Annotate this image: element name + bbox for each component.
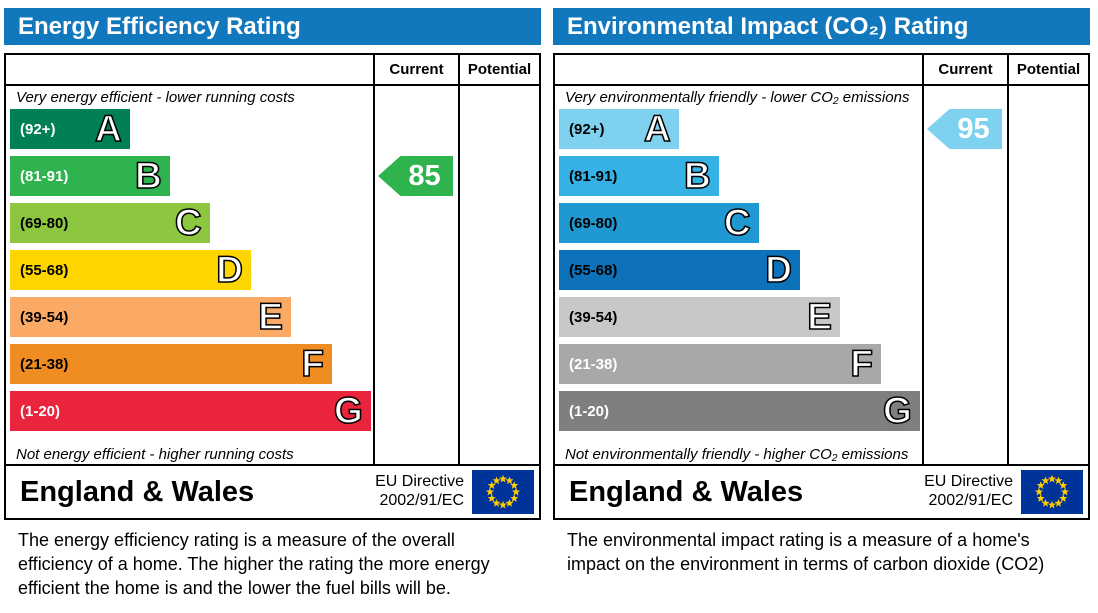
band-range-label: (69-80) bbox=[20, 214, 69, 232]
header-spacer-cell bbox=[555, 55, 922, 84]
table-footer: England & Wales EU Directive 2002/91/EC bbox=[6, 464, 539, 518]
environmental-impact-panel: Environmental Impact (CO₂) Rating Curren… bbox=[553, 8, 1090, 600]
current-column-header: Current bbox=[922, 55, 1007, 84]
band-letter: D bbox=[216, 249, 244, 291]
region-label: England & Wales bbox=[20, 475, 255, 508]
band-letter: A bbox=[643, 108, 671, 150]
band-range-label: (92+) bbox=[569, 120, 605, 138]
band-range-label: (81-91) bbox=[20, 167, 69, 185]
band-range-label: (1-20) bbox=[20, 402, 61, 420]
band-e: (39-54) E bbox=[559, 296, 840, 338]
band-letter: E bbox=[258, 296, 284, 338]
table-header-row: Current Potential bbox=[555, 55, 1088, 86]
energy-efficiency-title: Energy Efficiency Rating bbox=[4, 8, 541, 45]
current-rating-cell: 95 bbox=[922, 86, 1007, 464]
eu-directive-line2: 2002/91/EC bbox=[928, 492, 1013, 509]
band-d: (55-68) D bbox=[10, 249, 252, 291]
band-range-label: (1-20) bbox=[569, 402, 610, 420]
band-letter: G bbox=[333, 390, 363, 432]
band-letter: B bbox=[134, 155, 162, 197]
band-f: (21-38) F bbox=[10, 343, 332, 385]
band-b: (81-91) B bbox=[10, 155, 170, 197]
band-c: (69-80) C bbox=[10, 202, 210, 244]
eu-directive-line2: 2002/91/EC bbox=[379, 492, 464, 509]
eu-directive-label: EU Directive 2002/91/EC bbox=[375, 473, 464, 511]
table-body: Very environmentally friendly - lower CO… bbox=[555, 86, 1088, 464]
band-letter: E bbox=[807, 296, 833, 338]
band-e: (39-54) E bbox=[10, 296, 291, 338]
energy-efficiency-table: Current Potential Very energy efficient … bbox=[4, 53, 541, 520]
table-header-row: Current Potential bbox=[6, 55, 539, 86]
band-range-label: (39-54) bbox=[569, 308, 618, 326]
band-b: (81-91) B bbox=[559, 155, 719, 197]
band-letter: F bbox=[850, 343, 874, 385]
band-d: (55-68) D bbox=[559, 249, 801, 291]
band-range-label: (39-54) bbox=[20, 308, 69, 326]
caption-bottom: Not environmentally friendly - higher CO… bbox=[565, 446, 909, 463]
caption-bottom: Not energy efficient - higher running co… bbox=[16, 446, 294, 463]
band-letter: D bbox=[765, 249, 793, 291]
band-letter: A bbox=[94, 108, 122, 150]
energy-efficiency-description: The energy efficiency rating is a measur… bbox=[18, 530, 490, 598]
band-chart-area: Very environmentally friendly - lower CO… bbox=[555, 86, 922, 464]
environmental-impact-table: Current Potential Very environmentally f… bbox=[553, 53, 1090, 520]
band-letter: C bbox=[174, 202, 202, 244]
current-rating-arrow: 95 bbox=[927, 109, 1002, 149]
band-range-label: (21-38) bbox=[569, 355, 618, 373]
band-range-label: (55-68) bbox=[569, 261, 618, 279]
band-letter: B bbox=[683, 155, 711, 197]
energy-efficiency-panel: Energy Efficiency Rating Current Potenti… bbox=[4, 8, 541, 600]
bands: (92+) A (81-91) B (69-80) C (55-68) D (39-54) E (2… bbox=[555, 108, 922, 432]
table-body: Very energy efficient - lower running co… bbox=[6, 86, 539, 464]
potential-column-header: Potential bbox=[458, 55, 539, 84]
band-range-label: (69-80) bbox=[569, 214, 618, 232]
caption-top: Very energy efficient - lower running co… bbox=[16, 89, 295, 106]
eu-directive-line1: EU Directive bbox=[924, 473, 1013, 491]
caption-top: Very environmentally friendly - lower CO… bbox=[565, 89, 910, 106]
band-g: (1-20) G bbox=[559, 390, 920, 432]
region-label: England & Wales bbox=[569, 475, 804, 508]
current-column-header: Current bbox=[373, 55, 458, 84]
environmental-impact-title: Environmental Impact (CO₂) Rating bbox=[553, 8, 1090, 45]
band-range-label: (21-38) bbox=[20, 355, 69, 373]
band-letter: C bbox=[723, 202, 751, 244]
band-c: (69-80) C bbox=[559, 202, 759, 244]
band-a: (92+) A bbox=[10, 108, 130, 150]
band-letter: G bbox=[882, 390, 912, 432]
band-a: (92+) A bbox=[559, 108, 679, 150]
bands: (92+) A (81-91) B (69-80) C (55-68) D (39-54) E (2… bbox=[6, 108, 373, 432]
eu-flag-icon bbox=[472, 470, 534, 514]
band-letter: F bbox=[301, 343, 325, 385]
table-footer: England & Wales EU Directive 2002/91/EC bbox=[555, 464, 1088, 518]
header-spacer-cell bbox=[6, 55, 373, 84]
eu-flag-icon bbox=[1021, 470, 1083, 514]
band-range-label: (92+) bbox=[20, 120, 56, 138]
potential-rating-cell bbox=[458, 86, 539, 464]
potential-column-header: Potential bbox=[1007, 55, 1088, 84]
band-chart-area: Very energy efficient - lower running co… bbox=[6, 86, 373, 464]
potential-rating-cell bbox=[1007, 86, 1088, 464]
band-g: (1-20) G bbox=[10, 390, 371, 432]
eu-directive-label: EU Directive 2002/91/EC bbox=[924, 473, 1013, 511]
band-range-label: (81-91) bbox=[569, 167, 618, 185]
current-rating-cell: 85 bbox=[373, 86, 458, 464]
eu-directive-line1: EU Directive bbox=[375, 473, 464, 491]
environmental-impact-description: The environmental impact rating is a mea… bbox=[567, 530, 1045, 574]
band-f: (21-38) F bbox=[559, 343, 881, 385]
current-rating-arrow: 85 bbox=[378, 156, 453, 196]
epc-rating-charts: Energy Efficiency Rating Current Potenti… bbox=[4, 8, 1098, 600]
band-range-label: (55-68) bbox=[20, 261, 69, 279]
